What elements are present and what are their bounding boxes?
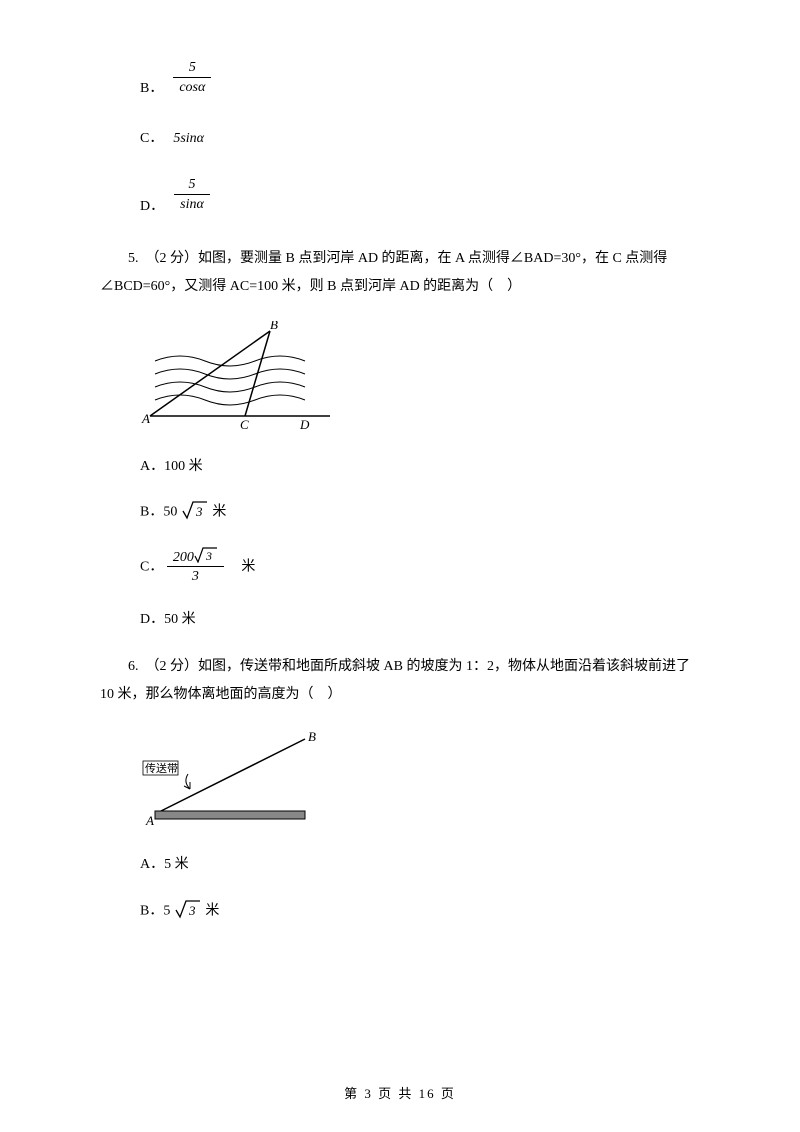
label-b: B <box>308 729 316 744</box>
sqrt-icon: 3 <box>174 899 202 923</box>
fraction-num: 5 <box>174 177 210 195</box>
option-b-label: B． <box>140 77 163 97</box>
q6-option-a: A．5 米 <box>140 854 700 876</box>
fraction-num: 200 3 <box>167 547 224 568</box>
q5-option-d: D．50 米 <box>140 609 700 631</box>
svg-text:3: 3 <box>195 504 203 519</box>
question-5-figure: A B C D <box>140 321 700 436</box>
option-b: B． 5 cosα <box>140 60 700 97</box>
sqrt-icon: 3 <box>181 500 209 524</box>
label-a: A <box>141 411 150 426</box>
q5-c-label: C． <box>140 559 163 574</box>
q6-b-label: B．5 <box>140 903 174 918</box>
q5-option-c: C． 200 3 3 米 <box>140 547 700 587</box>
fraction-den: cosα <box>173 78 211 98</box>
q6-option-b: B．5 3 米 <box>140 899 700 923</box>
option-c-expr: 5sinα <box>173 131 204 147</box>
option-b-fraction: 5 cosα <box>173 60 211 97</box>
q5-option-b: B．50 3 米 <box>140 500 700 524</box>
q5-c-num: 200 <box>173 550 194 565</box>
option-c-label: C． <box>140 127 163 147</box>
label-d: D <box>299 417 310 431</box>
option-d-fraction: 5 sinα <box>174 177 210 214</box>
label-a: A <box>145 813 154 828</box>
page-footer: 第 3 页 共 16 页 <box>0 1083 800 1102</box>
fraction-num: 5 <box>173 60 211 78</box>
option-d-label: D． <box>140 195 164 215</box>
question-6-text: 6. （2 分）如图，传送带和地面所成斜坡 AB 的坡度为 1：2，物体从地面沿… <box>100 653 700 709</box>
q5-c-fraction: 200 3 3 <box>167 547 224 587</box>
q6-b-tail: 米 <box>205 903 219 918</box>
label-c: C <box>240 417 249 431</box>
q5-b-label: B．50 <box>140 505 181 520</box>
option-c: C． 5sinα <box>140 127 700 147</box>
label-b: B <box>270 321 278 332</box>
option-d: D． 5 sinα <box>140 177 700 214</box>
fraction-den: sinα <box>174 195 210 215</box>
q5-option-a: A．100 米 <box>140 456 700 478</box>
svg-text:3: 3 <box>188 903 196 918</box>
belt-label: 传送带 <box>145 761 178 775</box>
svg-text:3: 3 <box>205 549 212 563</box>
question-5-text: 5. （2 分）如图，要测量 B 点到河岸 AD 的距离，在 A 点测得∠BAD… <box>100 245 700 301</box>
q5-b-tail: 米 <box>212 505 226 520</box>
q5-c-tail: 米 <box>227 559 255 574</box>
fraction-den: 3 <box>167 567 224 587</box>
question-6-figure: 传送带 A B <box>140 729 700 834</box>
